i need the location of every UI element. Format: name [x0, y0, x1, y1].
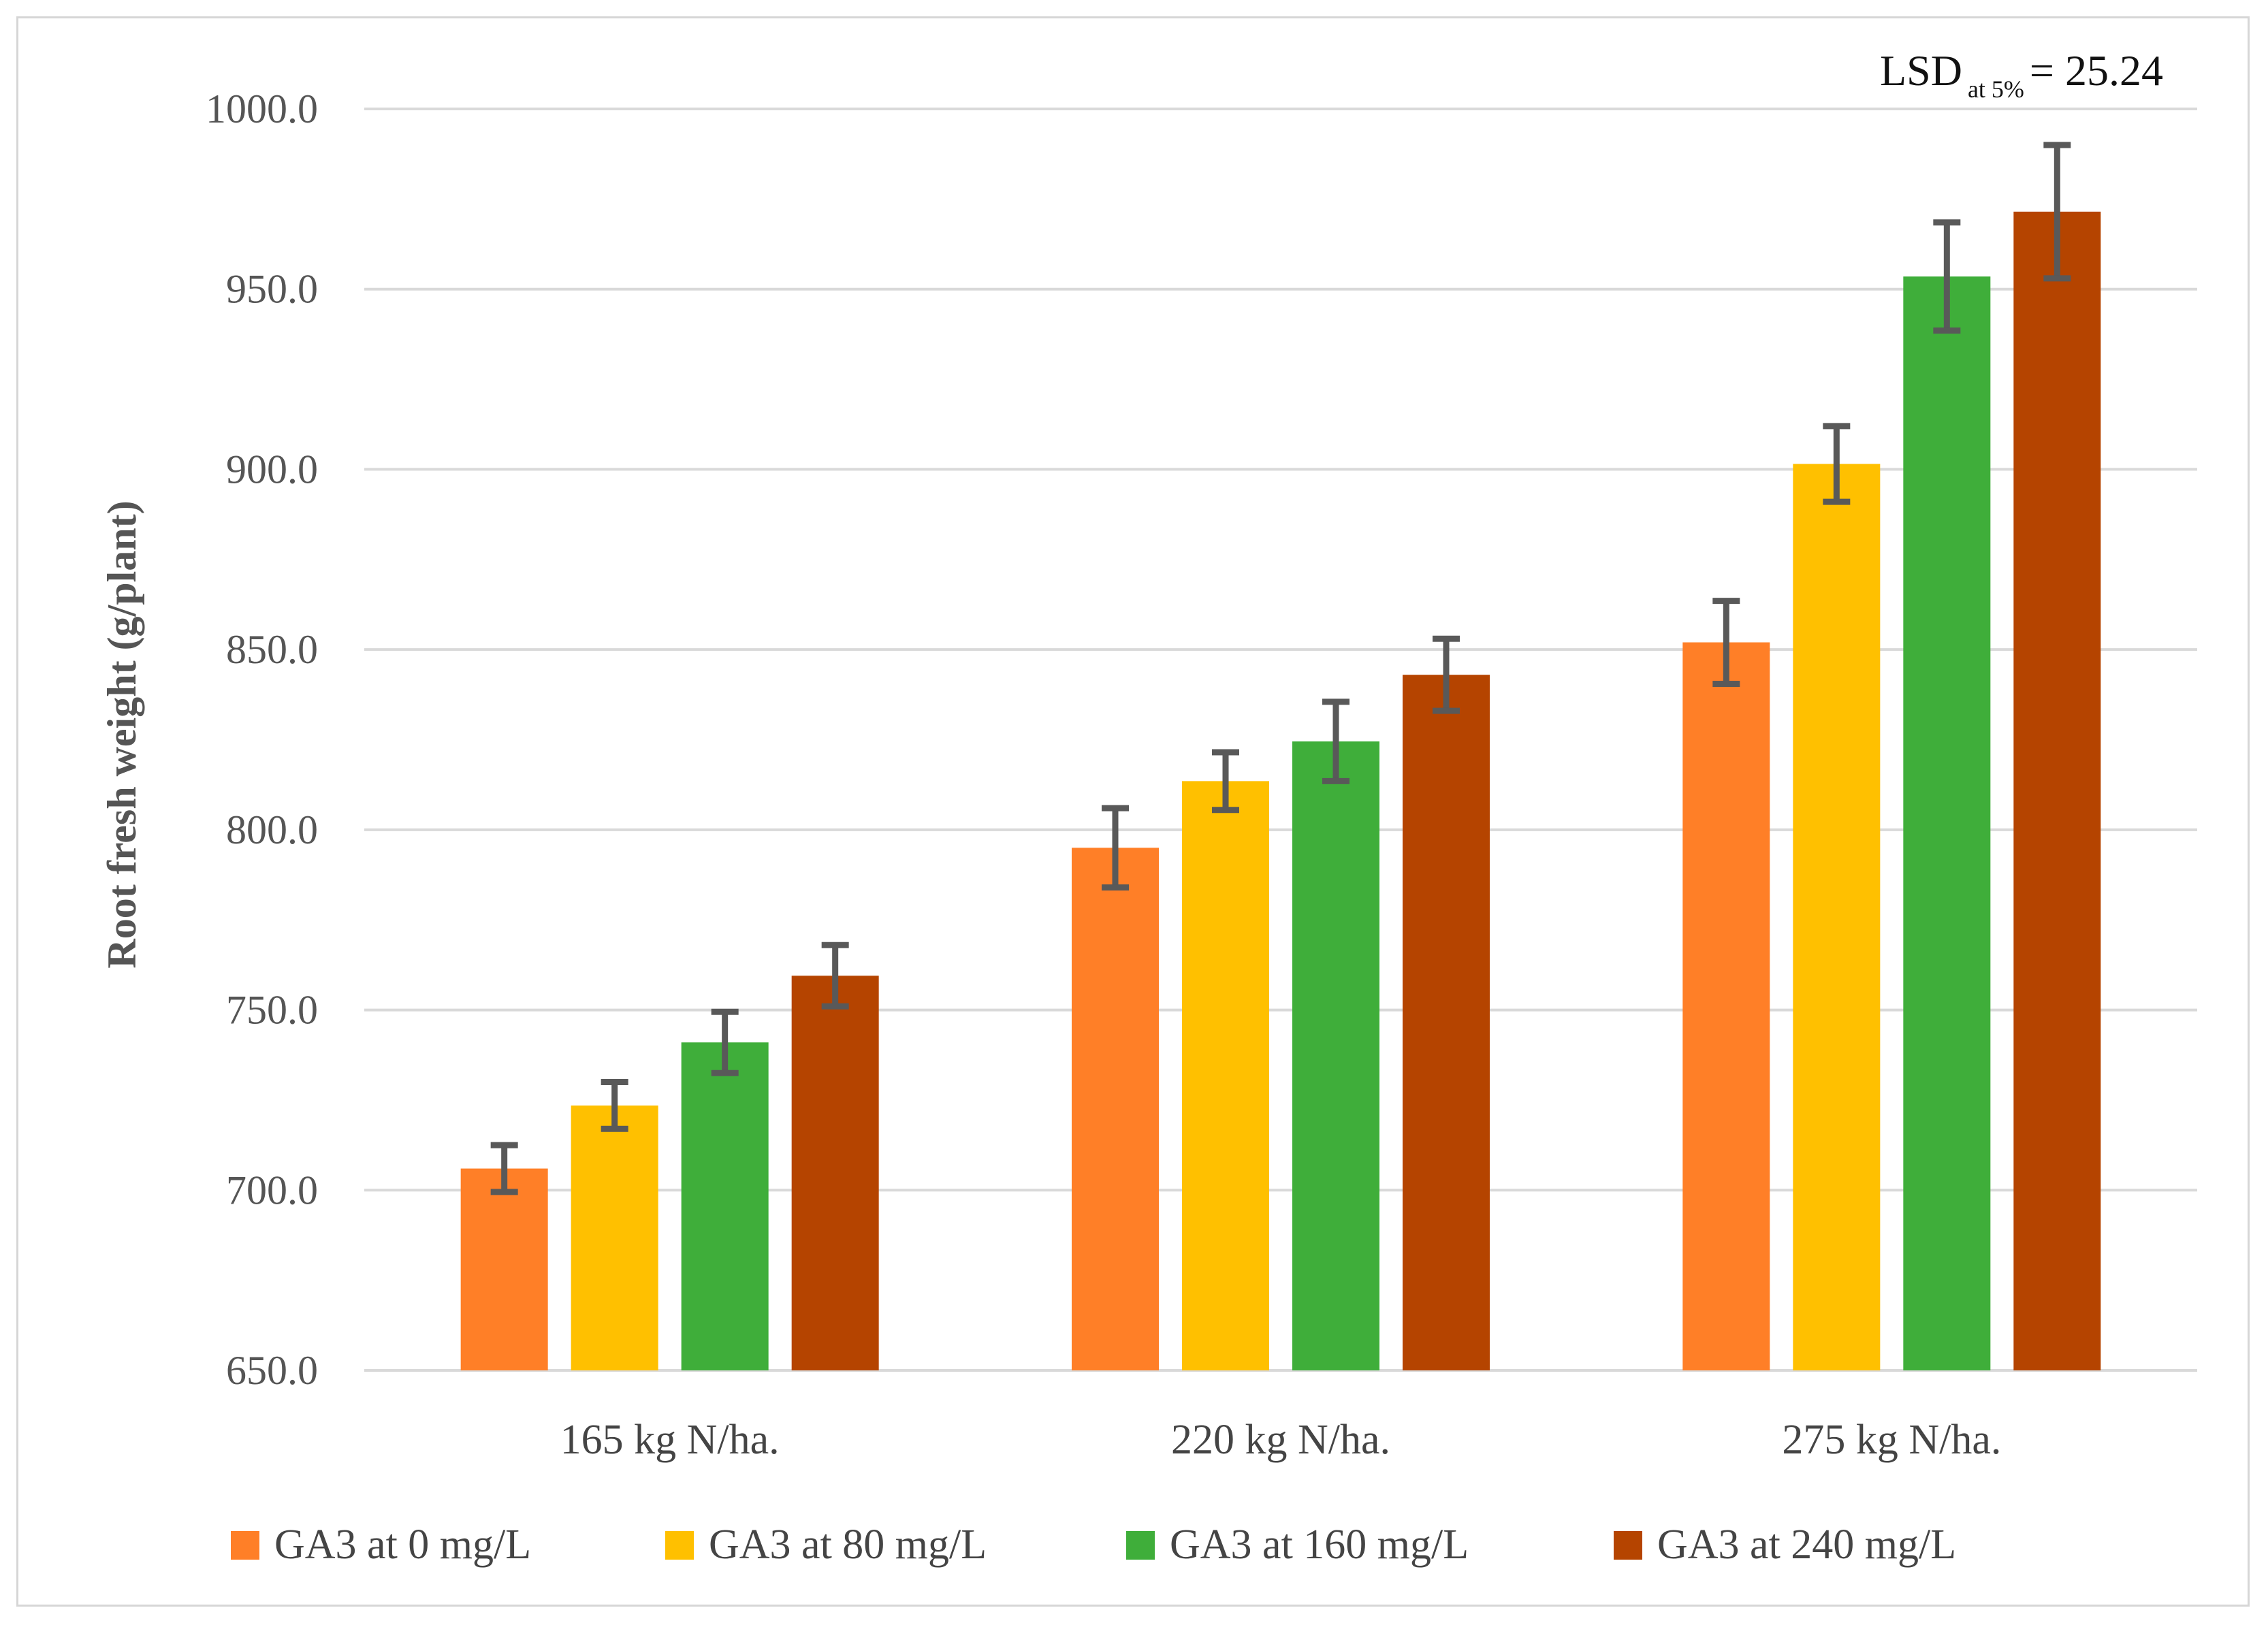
error-bar — [821, 942, 849, 1010]
error-bar — [601, 1078, 628, 1132]
legend-label: GA3 at 80 mg/L — [709, 1522, 987, 1568]
bar — [1292, 741, 1379, 1370]
legend-swatch — [231, 1531, 259, 1560]
bar — [1072, 848, 1159, 1370]
y-axis-ticks: 650.0 700.0 750.0 800.0 850.0 900.0 950.0 1000.… — [206, 86, 318, 1393]
y-tick-label: 1000.0 — [206, 86, 318, 131]
y-axis-label: Root fresh weight (g/plant) — [99, 500, 144, 968]
y-tick-label: 750.0 — [226, 988, 318, 1033]
legend-item: GA3 at 80 mg/L — [665, 1522, 987, 1568]
y-tick-label: 650.0 — [226, 1348, 318, 1393]
error-bar — [490, 1142, 518, 1195]
y-tick-label: 700.0 — [226, 1168, 318, 1212]
legend-item: GA3 at 240 mg/L — [1614, 1522, 1956, 1568]
lsd-annotation: LSD at 5% = 25.24 — [1880, 46, 2163, 103]
bar — [1182, 781, 1269, 1370]
error-bar — [1823, 423, 1851, 505]
legend-item: GA3 at 0 mg/L — [231, 1522, 531, 1568]
error-bar — [1933, 219, 1961, 334]
legend-label: GA3 at 160 mg/L — [1170, 1522, 1469, 1568]
lsd-subscript: at 5% — [1968, 76, 2024, 103]
y-tick-label: 900.0 — [226, 447, 318, 492]
chart-frame: 650.0 700.0 750.0 800.0 850.0 900.0 950.0 1000.… — [16, 16, 2250, 1607]
legend-item: GA3 at 160 mg/L — [1126, 1522, 1469, 1568]
x-category-label: 165 kg N/ha. — [560, 1417, 780, 1463]
bar — [1682, 642, 1770, 1371]
y-tick-label: 800.0 — [226, 807, 318, 852]
legend-swatch — [665, 1531, 694, 1560]
lsd-value: = 25.24 — [2030, 46, 2163, 95]
y-tick-label: 950.0 — [226, 267, 318, 312]
legend: GA3 at 0 mg/L GA3 at 80 mg/L GA3 at 160 mg… — [231, 1522, 1956, 1568]
error-bar — [711, 1008, 739, 1076]
bar — [1903, 276, 1991, 1370]
error-bar — [1712, 598, 1740, 687]
error-bar — [1433, 635, 1460, 714]
legend-swatch — [1126, 1531, 1155, 1560]
x-axis-categories: 165 kg N/ha. 220 kg N/ha. 275 kg N/ha. — [560, 1417, 2002, 1463]
bar — [2013, 211, 2101, 1370]
x-category-label: 220 kg N/ha. — [1171, 1417, 1390, 1463]
bar — [460, 1168, 548, 1370]
y-tick-label: 850.0 — [226, 627, 318, 672]
bar — [681, 1042, 769, 1370]
bar — [791, 976, 879, 1370]
gridlines — [364, 108, 2197, 1372]
error-bar — [1322, 698, 1349, 784]
lsd-label: LSD — [1880, 46, 1962, 95]
error-bar — [2043, 142, 2071, 282]
error-bar — [1102, 805, 1129, 891]
bar — [1793, 464, 1881, 1371]
bar — [1403, 675, 1490, 1370]
bar — [571, 1105, 658, 1370]
legend-swatch — [1614, 1531, 1642, 1560]
bars — [460, 211, 2101, 1371]
error-bars — [490, 142, 2071, 1195]
legend-label: GA3 at 0 mg/L — [274, 1522, 531, 1568]
x-category-label: 275 kg N/ha. — [1782, 1417, 2001, 1463]
legend-label: GA3 at 240 mg/L — [1657, 1522, 1956, 1568]
error-bar — [1212, 749, 1239, 814]
bar-chart: 650.0 700.0 750.0 800.0 850.0 900.0 950.0 1000.… — [99, 46, 2197, 1568]
